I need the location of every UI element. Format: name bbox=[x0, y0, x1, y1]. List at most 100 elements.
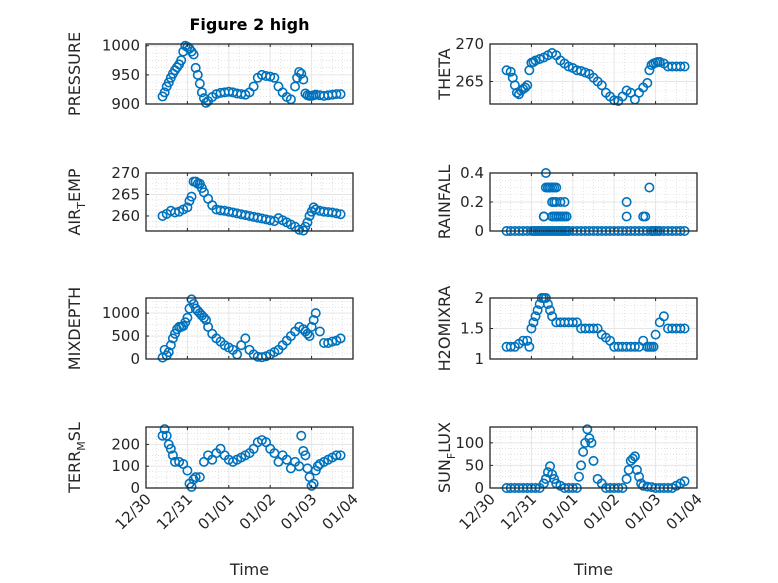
data-point bbox=[530, 311, 541, 322]
y-tick-label: 100 bbox=[111, 457, 140, 475]
data-point bbox=[188, 474, 199, 485]
y-axis-label: PRESSURE bbox=[65, 32, 84, 116]
y-tick-label: 1.5 bbox=[460, 320, 484, 338]
data-point bbox=[574, 471, 585, 482]
y-tick-label: 270 bbox=[455, 35, 484, 53]
data-point bbox=[186, 191, 197, 202]
data-point bbox=[167, 333, 178, 344]
data-point bbox=[621, 197, 632, 208]
data-point bbox=[159, 87, 170, 98]
data-point bbox=[163, 347, 174, 358]
y-tick-label: 1000 bbox=[102, 37, 140, 55]
data-point bbox=[654, 317, 665, 328]
axes-box bbox=[489, 426, 698, 489]
data-point bbox=[180, 317, 191, 328]
y-axis-label: RAINFALL bbox=[435, 165, 454, 240]
x-axis-label: Time bbox=[229, 560, 269, 579]
data-point bbox=[159, 424, 170, 435]
data-point bbox=[335, 450, 346, 461]
axes-box bbox=[145, 172, 354, 232]
data-point bbox=[528, 317, 539, 328]
subplot-rainfall: 0 0.2 0.4 RAINFALL bbox=[435, 164, 698, 240]
data-point bbox=[314, 326, 325, 337]
y-axis-label: THETA bbox=[435, 48, 454, 100]
data-point bbox=[308, 315, 319, 326]
data-point bbox=[526, 323, 537, 334]
data-point bbox=[296, 430, 307, 441]
data-point bbox=[290, 81, 301, 92]
data-point bbox=[308, 478, 319, 489]
data-point bbox=[642, 78, 653, 89]
data-point bbox=[182, 312, 193, 323]
y-axis-label: AIRTEMP bbox=[65, 168, 88, 235]
axes-box bbox=[489, 43, 698, 105]
x-tick-label: 12/31 bbox=[153, 490, 196, 533]
data-point bbox=[194, 472, 205, 483]
data-point bbox=[300, 450, 311, 461]
data-point bbox=[196, 87, 207, 98]
data-point bbox=[576, 460, 587, 471]
data-point bbox=[650, 329, 661, 340]
data-point bbox=[302, 217, 313, 228]
data-point bbox=[675, 61, 686, 72]
y-tick-label: 950 bbox=[111, 66, 140, 84]
data-point bbox=[518, 335, 529, 346]
data-point bbox=[623, 464, 634, 475]
subplot-mixdepth: 0 500 1000 MIXDEPTH bbox=[65, 287, 354, 370]
data-point bbox=[582, 424, 593, 435]
x-tick-label: 01/01 bbox=[194, 490, 237, 533]
data-point bbox=[335, 209, 346, 220]
data-point bbox=[188, 49, 199, 60]
y-tick-label: 900 bbox=[111, 95, 140, 113]
data-point bbox=[304, 331, 315, 342]
data-point bbox=[302, 463, 313, 474]
data-point bbox=[567, 317, 578, 328]
data-point bbox=[542, 299, 553, 310]
subplot-air_temp: 260 265 270 AIRTEMP bbox=[65, 164, 354, 236]
data-point bbox=[679, 323, 690, 334]
x-tick-label: 01/03 bbox=[277, 490, 320, 533]
data-point bbox=[240, 333, 251, 344]
data-point bbox=[532, 305, 543, 316]
y-axis-label: MIXDEPTH bbox=[65, 287, 84, 370]
data-point bbox=[588, 455, 599, 466]
data-point bbox=[190, 472, 201, 483]
data-point bbox=[163, 77, 174, 88]
x-tick-label: 12/31 bbox=[497, 490, 540, 533]
data-point bbox=[644, 182, 655, 193]
y-tick-label: 2 bbox=[474, 289, 484, 307]
data-point bbox=[190, 62, 201, 73]
y-tick-label: 1 bbox=[474, 350, 484, 368]
data-point bbox=[294, 66, 305, 77]
data-point bbox=[505, 341, 516, 352]
axes-box bbox=[145, 43, 354, 105]
data-point bbox=[547, 197, 558, 208]
data-point bbox=[165, 340, 176, 351]
data-point bbox=[331, 450, 342, 461]
data-point bbox=[167, 450, 178, 461]
data-point bbox=[675, 323, 686, 334]
y-tick-label: 260 bbox=[111, 207, 140, 225]
data-point bbox=[310, 308, 321, 319]
data-point bbox=[578, 446, 589, 457]
data-point bbox=[634, 471, 645, 482]
data-point bbox=[627, 453, 638, 464]
y-tick-label: 0.2 bbox=[460, 193, 484, 211]
y-tick-label: 200 bbox=[111, 435, 140, 453]
data-point bbox=[629, 451, 640, 462]
y-tick-label: 50 bbox=[465, 456, 484, 474]
axes-box bbox=[145, 426, 354, 489]
data-point bbox=[588, 323, 599, 334]
data-point bbox=[169, 207, 180, 218]
y-tick-label: 100 bbox=[455, 434, 484, 452]
data-point bbox=[182, 202, 193, 213]
data-point bbox=[561, 211, 572, 222]
data-point bbox=[505, 66, 516, 77]
x-tick-label: 01/01 bbox=[538, 490, 581, 533]
data-point bbox=[306, 480, 317, 491]
data-point bbox=[201, 315, 212, 326]
data-point bbox=[586, 437, 597, 448]
data-point bbox=[621, 211, 632, 222]
data-point bbox=[165, 443, 176, 454]
